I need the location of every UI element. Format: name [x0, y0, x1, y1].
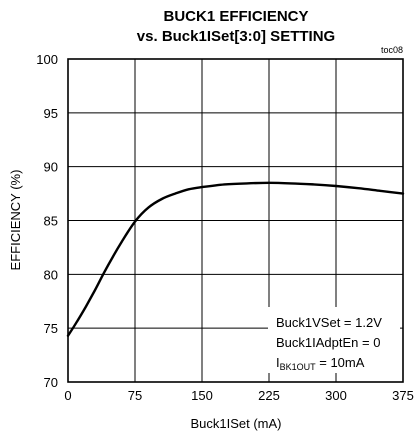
annotation-line-1: Buck1VSet = 1.2V	[276, 315, 382, 330]
annotation-line-3-sub: BK1OUT	[280, 362, 317, 372]
x-tick-label: 375	[392, 388, 414, 403]
series-layer	[66, 181, 405, 337]
x-tick-label: 0	[64, 388, 71, 403]
y-tick-label: 70	[44, 375, 58, 390]
y-tick-label: 90	[44, 160, 58, 175]
annotation-line-3: IBK1OUT = 10mA	[276, 355, 365, 372]
annotation-line-2: Buck1IAdptEn = 0	[276, 335, 380, 350]
tick-labels: 0 75 150 225 300 375 70 75 80 85 90 95 100	[36, 52, 414, 403]
annotation-line-3-prefix: I	[276, 355, 280, 370]
x-tick-label: 300	[325, 388, 347, 403]
y-tick-label: 100	[36, 52, 58, 67]
annotation-line-3-suffix: = 10mA	[316, 355, 365, 370]
y-tick-label: 75	[44, 321, 58, 336]
y-axis-label: EFFICIENCY (%)	[8, 170, 23, 271]
x-tick-label: 225	[258, 388, 280, 403]
y-tick-label: 80	[44, 267, 58, 282]
grid	[68, 59, 403, 382]
x-axis-label: Buck1ISet (mA)	[190, 416, 281, 431]
annotation-background	[268, 307, 400, 373]
chart-subtitle: vs. Buck1ISet[3:0] SETTING	[137, 28, 335, 45]
x-tick-label: 150	[191, 388, 213, 403]
efficiency-curve	[66, 181, 405, 337]
plot-frame	[67, 58, 404, 383]
x-tick-label: 75	[128, 388, 142, 403]
chart-title: BUCK1 EFFICIENCY	[163, 8, 308, 25]
conditions-annotation: Buck1VSet = 1.2V Buck1IAdptEn = 0 IBK1OU…	[268, 307, 400, 373]
y-tick-label: 95	[44, 106, 58, 121]
y-tick-label: 85	[44, 214, 58, 229]
figure-code: toc08	[381, 45, 403, 55]
